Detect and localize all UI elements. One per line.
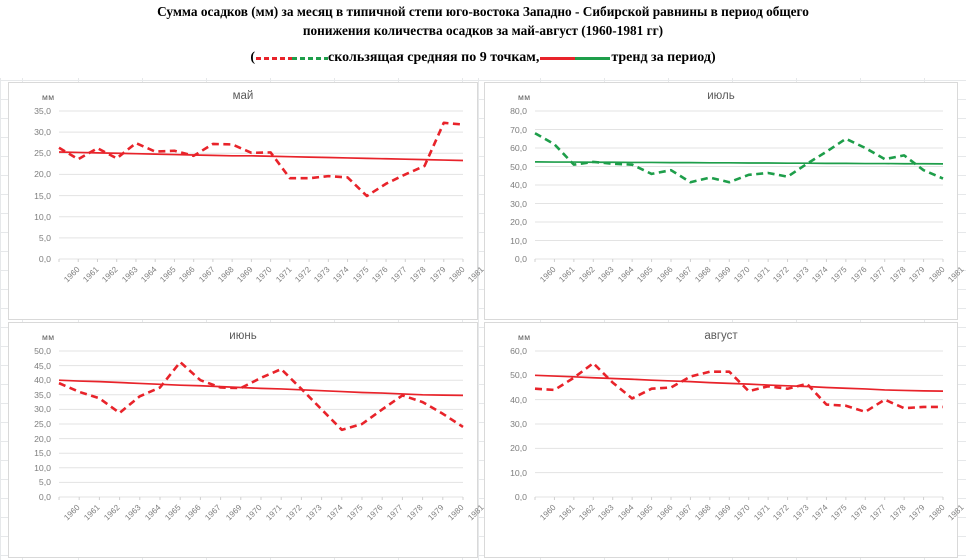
legend-trend-label: тренд за период): [611, 50, 716, 65]
series-trend: [58, 151, 464, 162]
y-axis-tick-label: 40,0: [510, 180, 527, 190]
sheet-row-divider: [0, 498, 966, 499]
sheet-row-divider: [0, 289, 966, 290]
y-axis-tick-label: 10,0: [34, 462, 51, 473]
y-axis-unit-label: мм: [42, 332, 55, 342]
y-axis-tick-label: 20,0: [510, 217, 527, 227]
y-axis-tick-label: 40,0: [510, 394, 527, 405]
y-axis-tick-label: 50,0: [34, 346, 51, 356]
page-title: Сумма осадков (мм) за месяц в типичной с…: [0, 0, 966, 40]
page-title-line-2: понижения количества осадков за май-авгу…: [302, 23, 664, 38]
y-axis-tick-label: 20,0: [510, 443, 527, 454]
sheet-row-divider: [0, 346, 966, 347]
y-axis-tick-label: 30,0: [510, 198, 527, 209]
sheet-row-divider: [0, 536, 966, 537]
legend-moving-average-label: скользящая средняя по 9 точкам,: [328, 50, 540, 65]
y-axis-tick-label: 0,0: [38, 492, 51, 502]
y-axis-tick-label: 60,0: [510, 143, 527, 153]
series-moving-average: [534, 132, 944, 184]
y-axis-tick-label: 30,0: [34, 127, 51, 138]
sheet-row-divider: [0, 213, 966, 214]
title-block: Сумма осадков (мм) за месяц в типичной с…: [0, 0, 966, 78]
y-axis-tick-label: 5,0: [38, 232, 51, 243]
series-moving-average: [534, 361, 943, 414]
y-axis-tick-label: 40,0: [34, 375, 51, 386]
subplot-title: май: [232, 90, 254, 102]
page-title-line-1: Сумма осадков (мм) за месяц в типичной с…: [157, 4, 809, 19]
series-trend: [534, 161, 944, 165]
sheet-row-divider: [0, 327, 966, 328]
subplot-title: июнь: [229, 330, 257, 342]
sheet-row-divider: [0, 555, 966, 556]
y-axis-tick-label: 35,0: [34, 389, 51, 400]
y-axis-tick-label: 50,0: [510, 161, 527, 172]
y-axis-tick-label: 35,0: [34, 106, 51, 116]
y-axis-tick-label: 30,0: [510, 419, 527, 429]
series-trend: [58, 379, 464, 397]
sheet-row-divider: [0, 270, 966, 271]
y-axis-tick-label: 10,0: [510, 467, 527, 478]
y-axis-tick-label: 20,0: [34, 433, 51, 444]
legend-open-paren: (: [250, 50, 256, 65]
sheet-row-divider: [0, 308, 966, 309]
chart-august[interactable]: мм август 0,0 10,0 20,0 30,0 40,0 50,0 60,0 1960 1…: [484, 322, 966, 558]
y-axis-tick-label: 15,0: [34, 190, 51, 201]
sheet-row-divider: [0, 441, 966, 442]
y-axis-tick-label: 25,0: [34, 419, 51, 429]
sheet-row-divider: [0, 403, 966, 404]
sheet-column-divider: [0, 0, 1, 560]
y-axis-tick-label: 45,0: [34, 360, 51, 371]
sheet-row-divider: [0, 232, 966, 233]
sheet-row-divider: [0, 384, 966, 385]
solid-line-icon: [540, 52, 611, 64]
subplot-title: август: [704, 330, 738, 342]
plot-area: [534, 110, 944, 262]
subplot-title: июль: [707, 90, 735, 102]
y-axis-tick-label: 25,0: [34, 148, 51, 159]
sheet-row-divider: [0, 80, 966, 81]
chart-june[interactable]: мм июнь 0,0 5,0 10,0 15,0 20,0 25,0 30,0 35,0 40,0…: [8, 322, 486, 558]
y-axis-tick-label: 20,0: [34, 169, 51, 180]
legend: ( скользящая средняя по 9 точкам, тренд …: [0, 50, 966, 66]
y-axis-unit-label: мм: [518, 332, 531, 342]
sheet-row-divider: [0, 99, 966, 100]
y-axis-tick-label: 80,0: [510, 106, 527, 116]
y-axis-unit-label: мм: [518, 92, 531, 102]
dashed-line-icon: [256, 52, 329, 64]
y-axis-tick-label: 60,0: [510, 346, 527, 356]
plot-area: [58, 350, 464, 500]
sheet-row-divider: [0, 175, 966, 176]
y-axis-tick-label: 0,0: [514, 492, 527, 502]
sheet-row-divider: [0, 194, 966, 195]
series-trend: [534, 374, 944, 392]
y-axis-tick-label: 0,0: [514, 254, 527, 264]
y-axis-tick-label: 0,0: [38, 254, 51, 264]
y-axis-tick-label: 50,0: [510, 370, 527, 381]
series-moving-average: [58, 121, 464, 198]
sheet-row-divider: [0, 251, 966, 252]
y-axis-tick-label: 15,0: [34, 448, 51, 459]
sheet-row-divider: [0, 156, 966, 157]
y-axis-tick-label: 70,0: [510, 124, 527, 135]
sheet-row-divider: [0, 460, 966, 461]
sheet-row-divider: [0, 137, 966, 138]
y-axis-unit-label: мм: [42, 92, 55, 102]
sheet-row-divider: [0, 118, 966, 119]
sheet-row-divider: [0, 365, 966, 366]
y-axis-tick-label: 10,0: [34, 211, 51, 222]
sheet-row-divider: [0, 479, 966, 480]
sheet-column-divider: [478, 0, 479, 560]
plot-area: [534, 350, 944, 500]
y-axis-tick-label: 30,0: [34, 404, 51, 415]
chart-july[interactable]: мм июль 0,0 10,0 20,0 30,0 40,0 50,0 60,0 70,0 80,…: [484, 82, 966, 320]
chart-may[interactable]: мм май 0,0 5,0 10,0 15,0 20,0 25,0 30,0 35,0 1960 1…: [8, 82, 486, 320]
y-axis-tick-label: 10,0: [510, 235, 527, 246]
sheet-row-divider: [0, 422, 966, 423]
plot-area: [58, 110, 464, 262]
y-axis-tick-label: 5,0: [38, 477, 51, 488]
series-moving-average: [58, 360, 464, 432]
sheet-row-divider: [0, 517, 966, 518]
